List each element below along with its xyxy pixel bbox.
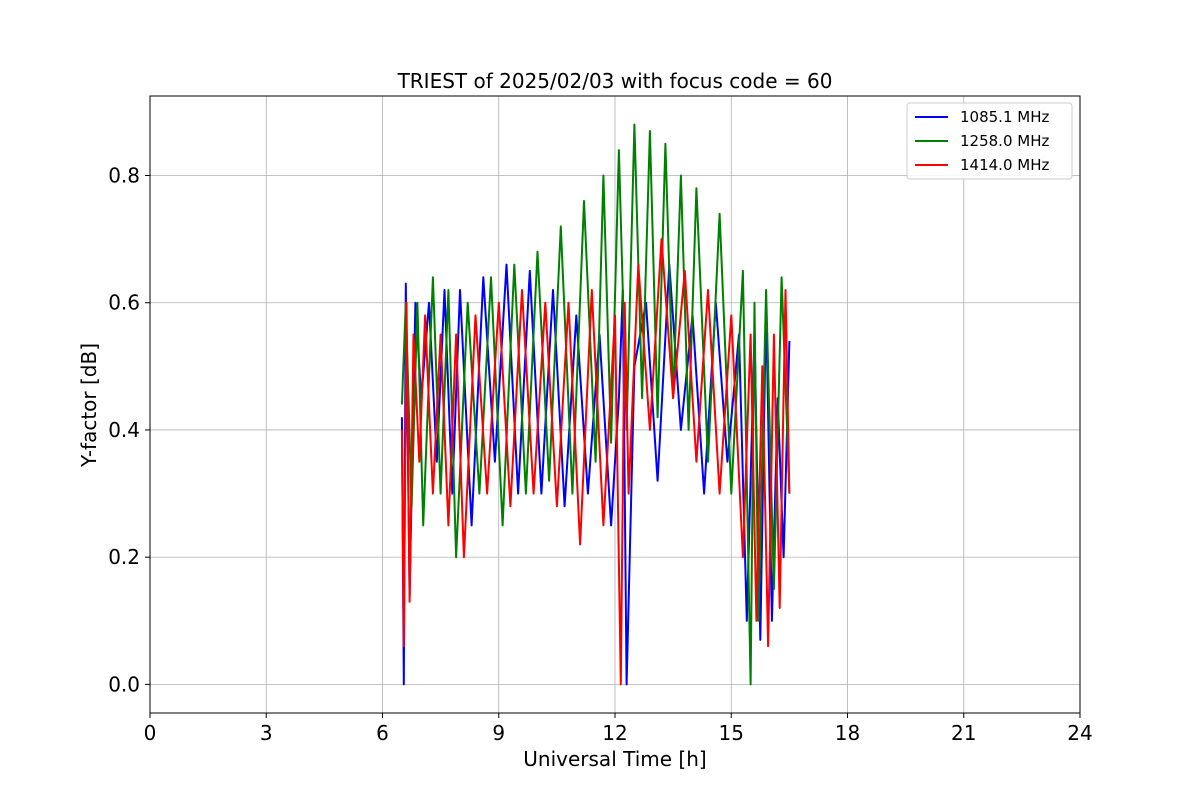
x-tick-label: 3	[260, 721, 273, 745]
x-tick-label: 24	[1067, 721, 1092, 745]
x-tick-label: 0	[144, 721, 157, 745]
legend-box	[906, 102, 1073, 180]
y-ticks: 0.0 0.2 0.4 0.6 0.8	[108, 164, 150, 696]
x-ticks: 0 3 6 9 12 15 18 21 24	[144, 713, 1093, 745]
x-tick-label: 18	[835, 721, 860, 745]
x-tick-label: 21	[951, 721, 976, 745]
x-tick-label: 15	[719, 721, 744, 745]
legend: 1085.1 MHz 1258.0 MHz 1414.0 MHz	[906, 102, 1073, 180]
y-tick-label: 0.6	[108, 291, 140, 315]
chart-title: TRIEST of 2025/02/03 with focus code = 6…	[397, 69, 833, 93]
x-axis-label: Universal Time [h]	[523, 747, 706, 771]
y-tick-label: 0.0	[108, 672, 140, 696]
x-tick-label: 9	[492, 721, 505, 745]
legend-label: 1085.1 MHz	[960, 108, 1049, 126]
y-axis-label: Y-factor [dB]	[77, 343, 101, 468]
series-line-3	[400, 238, 791, 686]
series-line-2	[400, 123, 791, 686]
legend-label: 1258.0 MHz	[960, 132, 1049, 150]
x-tick-label: 6	[376, 721, 389, 745]
legend-label: 1414.0 MHz	[960, 156, 1049, 174]
series-layer	[400, 123, 791, 686]
x-tick-label: 12	[602, 721, 627, 745]
y-tick-label: 0.2	[108, 545, 140, 569]
y-tick-label: 0.8	[108, 164, 140, 188]
legend-items: 1085.1 MHz 1258.0 MHz 1414.0 MHz	[915, 108, 1049, 174]
y-tick-label: 0.4	[108, 418, 140, 442]
